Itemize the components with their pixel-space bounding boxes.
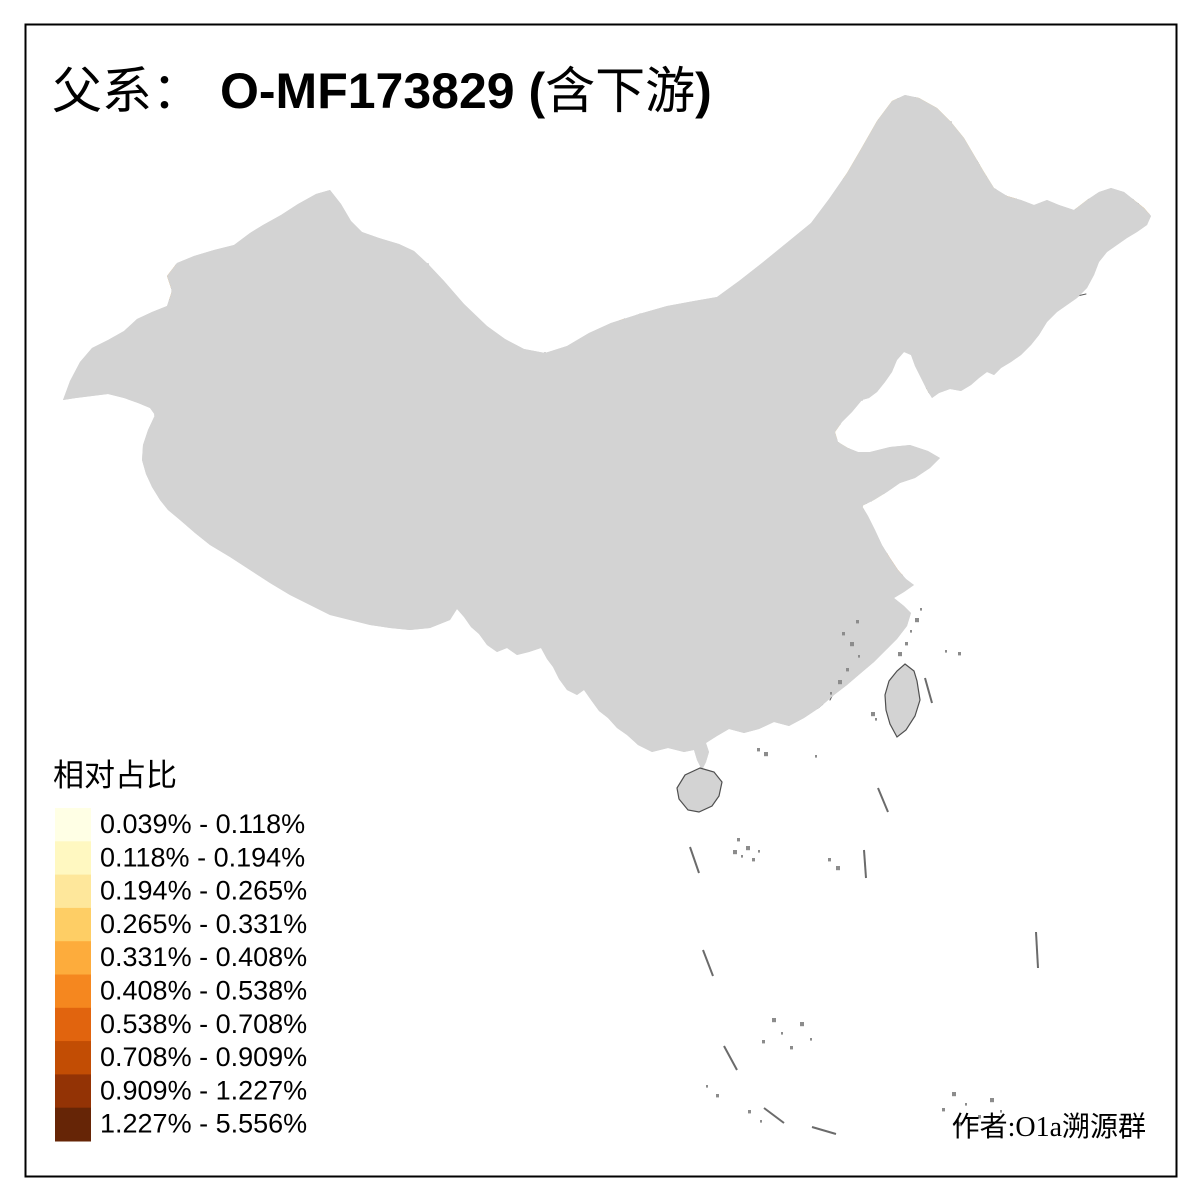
legend-label: 0.708% - 0.909% [100,1042,307,1072]
legend-label: 0.331% - 0.408% [100,942,307,972]
island-speck [958,1122,962,1127]
island-speck [910,630,912,633]
legend-swatch [55,1074,91,1109]
legend-swatch [55,1007,91,1042]
legend-swatch [55,907,91,942]
legend-title: 相对占比 [53,758,177,793]
island-speck [915,618,919,623]
island-speck [815,755,817,758]
legend-swatch [55,1041,91,1075]
title-prefix: 父系： [52,63,202,119]
dash-segment [811,1126,837,1135]
legend-label: 0.118% - 0.194% [100,842,305,872]
legend: 0.039% - 0.118%0.118% - 0.194% 0.194% - 0… [55,808,307,1142]
dash-segment [689,846,700,874]
island-speck [836,866,840,871]
legend-swatch [55,941,91,975]
island-speck [858,655,860,658]
island-speck [978,1115,981,1119]
island-speck [760,1120,762,1123]
legend-label: 0.265% - 0.331% [100,909,307,939]
island-speck [733,850,737,855]
island-speck [905,642,908,646]
legend-swatch [55,841,91,876]
island-speck [757,748,760,752]
dash-segment [723,1045,738,1071]
island-speck [958,652,961,656]
sea-islands [706,608,1002,1127]
island-speck [752,858,755,862]
nine-dash-line [689,677,1039,1135]
island-speck [741,855,743,858]
legend-swatch [55,874,91,909]
legend-label: 0.538% - 0.708% [100,1009,307,1039]
prefecture-region [916,570,925,576]
legend-label: 0.194% - 0.265% [100,876,307,906]
legend-swatch [55,808,91,842]
dash-segment [924,677,933,704]
island-speck [800,1022,804,1027]
attribution: 作者:O1a溯源群 [952,1111,1146,1143]
prefecture-region [896,514,913,531]
island-speck [920,608,922,611]
figure-frame [24,23,1178,1178]
island-speck [764,752,768,757]
island-speck [706,1085,708,1088]
legend-swatch [55,1107,91,1142]
island-speck [842,632,845,636]
island-speck [942,1108,945,1112]
dash-segment [702,949,714,977]
island-speck [828,858,831,862]
dash-segment [863,849,867,879]
taiwan-island [884,663,921,738]
island-speck [952,1092,956,1097]
legend-swatch [55,974,91,1009]
legend-label: 0.408% - 0.538% [100,976,307,1006]
island-speck [746,846,750,851]
hainan-island [676,767,723,813]
island-speck [830,692,832,695]
island-speck [990,1098,994,1103]
legend-label: 1.227% - 5.556% [100,1109,307,1139]
dash-segment [877,787,889,813]
legend-label: 0.909% - 1.227% [100,1075,307,1105]
country-outline [62,94,1152,771]
island-speck [810,1038,812,1041]
island-speck [790,1046,793,1050]
island-speck [945,650,947,653]
title-close-paren: ) [695,63,712,119]
island-speck [838,680,842,685]
island-speck [716,1094,719,1098]
dash-segment [1035,931,1039,969]
legend-label: 0.039% - 0.118% [100,809,305,839]
prefecture-region [1010,176,1040,193]
island-speck [875,718,877,721]
island-speck [758,850,760,853]
title-haplogroup-code: O-MF173829 ( [220,63,545,119]
prefecture-region [899,538,918,556]
island-speck [850,642,854,647]
map-title: 父系： O-MF173829 (含下游) [52,63,712,119]
island-speck [762,1040,765,1044]
title-downstream: 含下游 [545,63,695,119]
island-speck [781,1032,783,1035]
island-speck [871,712,875,717]
island-speck [1000,1110,1002,1113]
prefecture-region [899,554,914,569]
island-speck [965,1103,967,1106]
dash-segment [763,1107,785,1124]
island-speck [748,1110,751,1114]
island-speck [772,1018,776,1023]
island-speck [846,668,849,672]
island-speck [737,838,740,842]
island-speck [856,620,859,624]
island-speck [898,652,902,657]
prefecture-region [909,560,921,570]
